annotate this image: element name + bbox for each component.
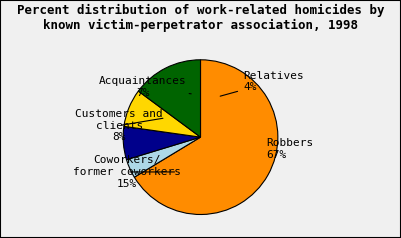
Text: Customers and
clients
8%: Customers and clients 8% <box>75 109 163 142</box>
Wedge shape <box>126 137 200 177</box>
Wedge shape <box>124 91 200 137</box>
Text: Acquaintances
7%: Acquaintances 7% <box>99 76 191 98</box>
Wedge shape <box>138 60 200 137</box>
Text: Relatives
4%: Relatives 4% <box>220 71 304 96</box>
Wedge shape <box>123 126 200 160</box>
Title: Percent distribution of work-related homicides by
known victim-perpetrator assoc: Percent distribution of work-related hom… <box>17 4 384 32</box>
Text: Robbers
67%: Robbers 67% <box>266 138 314 159</box>
Text: Coworkers/
former coworkers
15%: Coworkers/ former coworkers 15% <box>73 155 181 188</box>
Wedge shape <box>134 60 278 214</box>
